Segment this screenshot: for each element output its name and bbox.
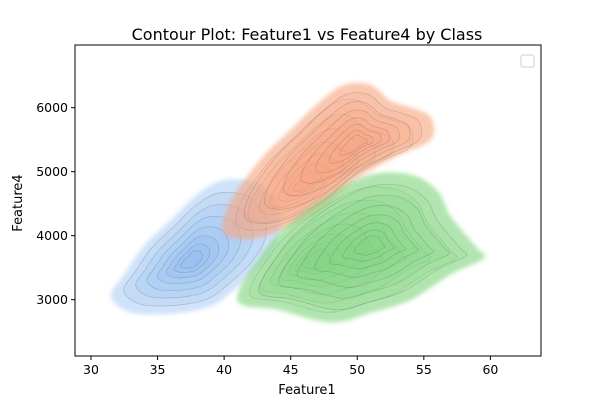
x-axis-title: Feature1 xyxy=(278,383,335,398)
series-1-contour-1-5 xyxy=(156,226,230,285)
series-3-contour-2-6 xyxy=(328,222,407,270)
series-3-density xyxy=(237,172,486,323)
plot-area xyxy=(110,83,486,323)
series-3-contour-2-3 xyxy=(278,194,451,299)
series-2-contour-2-4 xyxy=(282,109,400,197)
x-tick-label-45: 45 xyxy=(283,362,299,377)
series-3-contour-2-1 xyxy=(237,172,486,323)
series-2-contour-2-3 xyxy=(264,101,411,210)
series-2-contour-2-6 xyxy=(315,124,382,174)
series-1-contour-1-6 xyxy=(165,235,220,279)
series-1-contour-1-7 xyxy=(173,243,211,273)
y-tick-label-4000: 4000 xyxy=(36,228,68,243)
y-tick-label-5000: 5000 xyxy=(36,164,68,179)
series-3-contour-2-4 xyxy=(296,205,435,288)
y-tick-label-3000: 3000 xyxy=(36,292,68,307)
series-2-contour-2-8 xyxy=(339,134,368,156)
series-2-contour-2-5 xyxy=(300,117,390,184)
series-2-contour-2-7 xyxy=(328,130,374,164)
chart-title: Contour Plot: Feature1 vs Feature4 by Cl… xyxy=(132,25,483,44)
y-tick-label-6000: 6000 xyxy=(36,100,68,115)
axes-frame xyxy=(74,44,542,357)
series-2-contour-2-1 xyxy=(222,83,434,240)
series-2-density xyxy=(222,83,434,240)
x-tick-label-55: 55 xyxy=(416,362,432,377)
legend-box xyxy=(520,54,535,68)
series-3-contour-2-8 xyxy=(352,235,386,256)
x-tick-label-35: 35 xyxy=(150,362,166,377)
y-axis-title: Feature4 xyxy=(11,174,26,231)
x-tick-label-50: 50 xyxy=(349,362,365,377)
series-3-contour-2-2 xyxy=(258,183,468,311)
y-axis: 3000 4000 5000 6000 xyxy=(36,100,75,307)
x-axis: 30 35 40 45 50 55 60 xyxy=(83,356,498,377)
x-tick-label-60: 60 xyxy=(482,362,498,377)
x-tick-label-30: 30 xyxy=(83,362,99,377)
x-tick-label-40: 40 xyxy=(216,362,232,377)
series-3-contour-2-7 xyxy=(342,229,396,262)
series-1-contour-1-8 xyxy=(180,250,203,269)
series-3-contour-2-5 xyxy=(314,214,420,278)
